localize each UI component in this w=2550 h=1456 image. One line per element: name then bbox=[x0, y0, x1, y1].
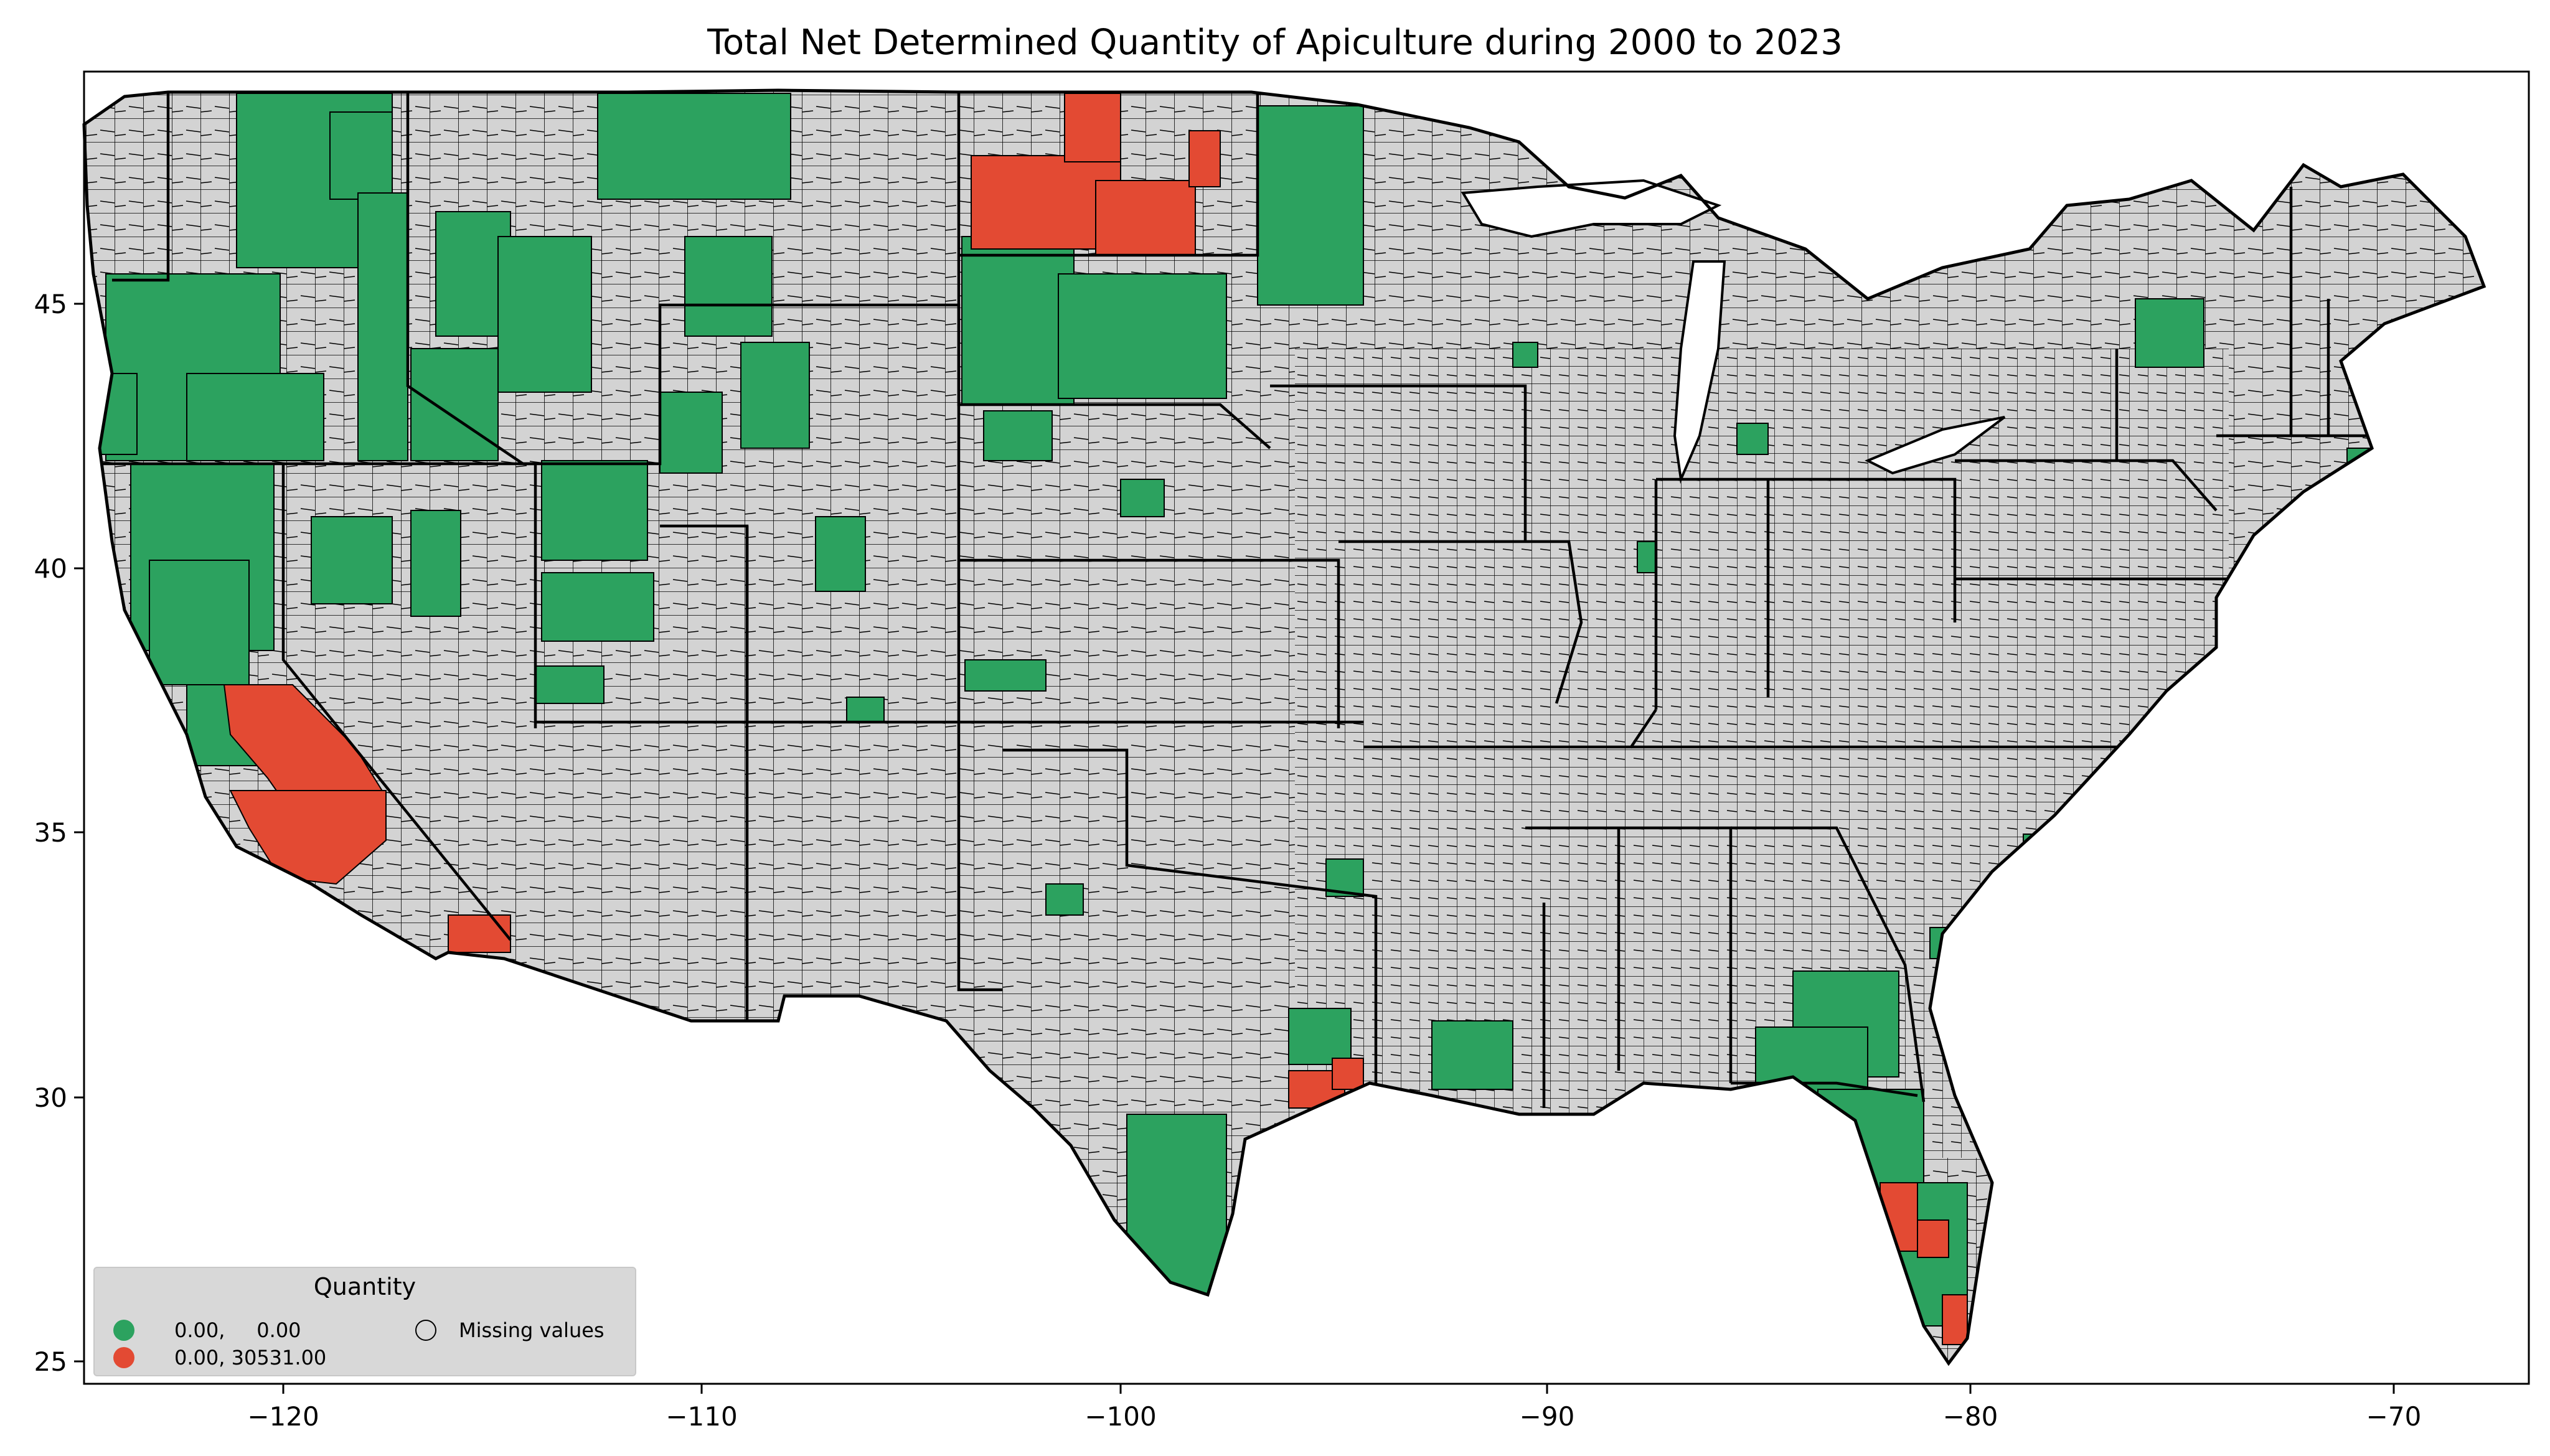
region-id-south bbox=[410, 348, 499, 461]
region-or-central bbox=[186, 373, 324, 461]
region-mt-north bbox=[597, 93, 791, 200]
region-tx-houston-east bbox=[1332, 1058, 1364, 1090]
legend-item-low: 0.00, 0.00 bbox=[113, 1318, 301, 1343]
lake-michigan bbox=[1673, 260, 1726, 484]
legend: Quantity 0.00, 0.00 0.00, 30531.00 Missi… bbox=[93, 1267, 636, 1376]
x-tick-label: −110 bbox=[666, 1401, 737, 1432]
legend-title: Quantity bbox=[313, 1273, 416, 1300]
y-tick-labels: 25 30 35 40 45 bbox=[34, 289, 67, 1377]
x-tick-label: −70 bbox=[2366, 1401, 2422, 1432]
y-tick-label: 35 bbox=[34, 817, 67, 848]
lake-superior bbox=[1461, 179, 1722, 238]
legend-label: 0.00, 30531.00 bbox=[174, 1346, 327, 1369]
map-title: Total Net Determined Quantity of Apicult… bbox=[707, 22, 1843, 63]
region-ne-central bbox=[1120, 479, 1165, 517]
legend-marker-missing bbox=[415, 1320, 436, 1341]
y-tick-label: 45 bbox=[34, 289, 67, 319]
region-nd-north bbox=[1064, 93, 1121, 162]
region-id-north bbox=[357, 192, 408, 461]
y-tick-label: 25 bbox=[34, 1346, 67, 1377]
region-mt-south bbox=[684, 236, 773, 337]
region-ny-north bbox=[2135, 298, 2204, 368]
x-tick-labels: −120 −110 −100 −90 −80 −70 bbox=[247, 1401, 2421, 1432]
region-ks-west bbox=[964, 659, 1047, 692]
region-tx-central bbox=[1288, 1008, 1352, 1065]
great-lakes bbox=[1461, 179, 2006, 484]
region-ut-north bbox=[541, 460, 648, 561]
region-nv-east bbox=[410, 510, 461, 617]
region-nd-north-east bbox=[1188, 130, 1221, 187]
legend-marker-green bbox=[113, 1320, 134, 1341]
region-nv-north bbox=[311, 516, 393, 604]
x-tick-label: −90 bbox=[1520, 1401, 1575, 1432]
x-axis bbox=[282, 1384, 2395, 1394]
x-tick-label: −80 bbox=[1943, 1401, 1998, 1432]
region-ut-central bbox=[541, 572, 654, 642]
region-wy-central bbox=[659, 392, 723, 474]
state-borders bbox=[87, 92, 2403, 1108]
region-ut-south bbox=[535, 665, 605, 704]
region-fl-miami bbox=[1942, 1294, 1968, 1345]
region-nd-south bbox=[961, 236, 1075, 405]
region-co-south bbox=[846, 697, 885, 723]
region-sd-east bbox=[1058, 273, 1227, 399]
class-red-regions bbox=[223, 93, 1968, 1345]
legend-label: 0.00, 0.00 bbox=[174, 1318, 301, 1342]
region-fl-highlands bbox=[1917, 1219, 1949, 1258]
region-wi bbox=[1512, 342, 1538, 368]
y-axis bbox=[74, 303, 84, 1363]
region-nd-east bbox=[1257, 105, 1364, 306]
region-ca-imperial bbox=[448, 914, 511, 953]
region-wy-east bbox=[740, 342, 810, 449]
legend-item-high: 0.00, 30531.00 bbox=[113, 1345, 326, 1370]
region-mi bbox=[1736, 423, 1769, 455]
region-il bbox=[1637, 541, 1657, 573]
region-ca-central bbox=[149, 560, 250, 685]
region-co-north bbox=[815, 516, 866, 592]
x-tick-label: −120 bbox=[247, 1401, 319, 1432]
legend-item-missing: Missing values bbox=[415, 1318, 605, 1343]
x-tick-label: −100 bbox=[1084, 1401, 1156, 1432]
region-la bbox=[1431, 1020, 1513, 1090]
region-nd-central bbox=[1095, 180, 1196, 256]
lake-erie bbox=[1865, 416, 2006, 475]
y-tick-label: 30 bbox=[34, 1083, 67, 1113]
region-mt-west bbox=[497, 236, 592, 393]
region-ne-north bbox=[983, 410, 1053, 461]
region-wa-east bbox=[329, 111, 393, 200]
region-ok-west bbox=[1045, 883, 1084, 916]
region-ca-south bbox=[229, 790, 387, 885]
y-tick-label: 40 bbox=[34, 553, 67, 584]
legend-marker-red bbox=[113, 1347, 134, 1368]
legend-label: Missing values bbox=[459, 1318, 605, 1342]
